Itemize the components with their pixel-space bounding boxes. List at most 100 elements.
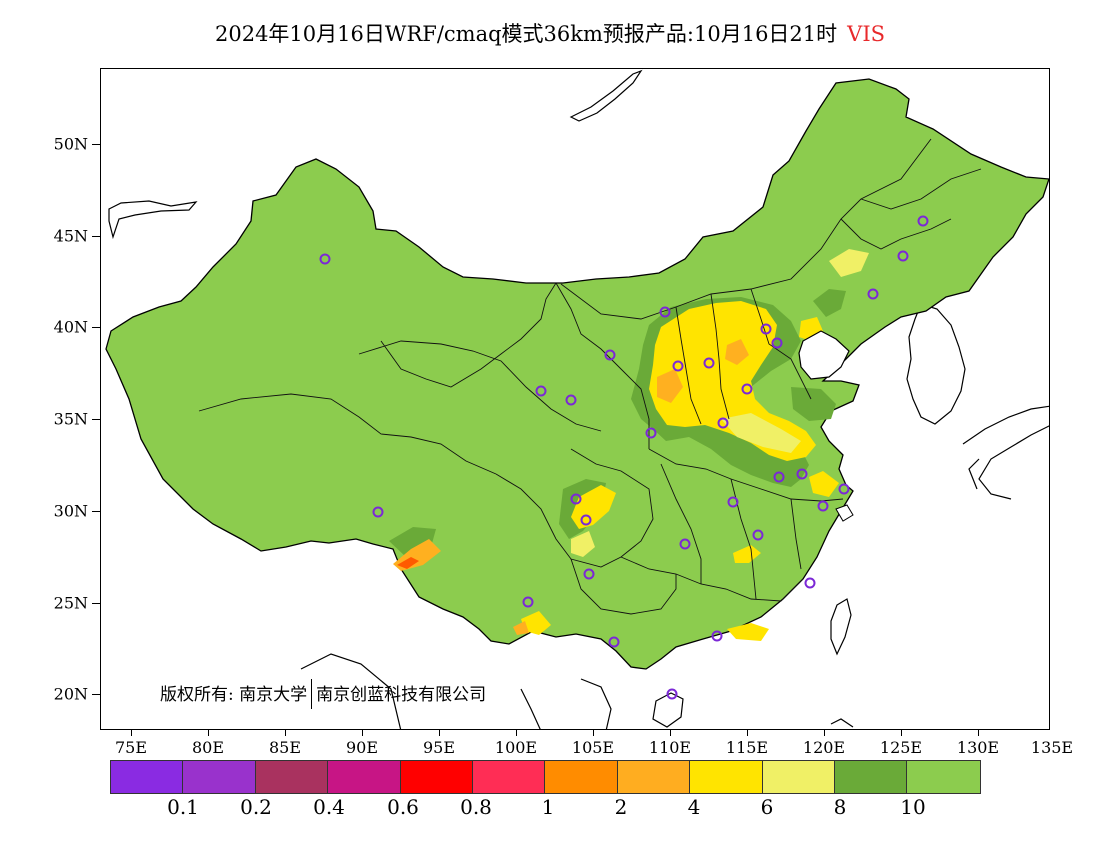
low-vis-guangxi — [521, 611, 551, 635]
lat-tick — [92, 327, 100, 328]
station-marker — [565, 394, 577, 406]
station-marker — [867, 288, 879, 300]
copyright-separator — [311, 679, 313, 709]
lon-label-125e: 125E — [879, 738, 923, 757]
fringe-vis-huaihe — [721, 413, 801, 453]
legend-label: 1 — [541, 795, 555, 819]
province-border-xinjiang — [380, 282, 557, 388]
map-title: 2024年10月16日WRF/cmaq模式36km预报产品:10月16日21时 V… — [0, 18, 1100, 48]
lon-tick — [747, 730, 748, 736]
title-variable: VIS — [847, 22, 886, 46]
lat-label-25n: 25N — [53, 593, 88, 613]
station-marker — [773, 471, 785, 483]
lon-label-100e: 100E — [494, 738, 538, 757]
station-marker — [703, 357, 715, 369]
japan-coast-outline — [962, 405, 1049, 500]
copyright-org-university: 南京大学 — [239, 685, 308, 705]
china-land-region — [105, 78, 1049, 670]
legend-label: 0.8 — [460, 795, 492, 819]
low-vis-guangdong — [727, 623, 769, 641]
station-marker — [570, 493, 582, 505]
bohai-sea — [798, 330, 850, 380]
lon-tick — [824, 730, 825, 736]
station-marker — [583, 568, 595, 580]
moderate-vis-shandong — [791, 387, 836, 421]
province-border-northeast — [840, 168, 982, 250]
station-marker — [679, 538, 691, 550]
lat-tick — [92, 236, 100, 237]
lat-tick — [92, 694, 100, 695]
legend-swatch — [328, 761, 401, 793]
station-marker — [319, 253, 331, 265]
indochina-coast-outline — [300, 653, 612, 729]
lat-tick — [92, 144, 100, 145]
station-marker — [804, 577, 816, 589]
legend-swatch — [183, 761, 256, 793]
lon-label-135e: 135E — [1030, 738, 1074, 757]
baikal-coast-outline — [569, 69, 643, 122]
province-border-central — [648, 448, 844, 502]
color-legend — [110, 760, 981, 794]
station-marker — [817, 500, 829, 512]
legend-label: 10 — [900, 795, 926, 819]
legend-label: 0.4 — [313, 795, 345, 819]
lon-label-130e: 130E — [956, 738, 1000, 757]
station-marker — [796, 468, 808, 480]
poor-vis-guangxi — [513, 621, 529, 635]
lat-label-45n: 45N — [53, 226, 88, 246]
legend-label: 0.1 — [167, 795, 199, 819]
low-vis-hunan — [733, 545, 761, 563]
japan-south-outline — [830, 718, 854, 728]
lon-label-120e: 120E — [802, 738, 846, 757]
station-marker — [535, 385, 547, 397]
lat-tick — [92, 419, 100, 420]
legend-swatch — [472, 761, 546, 793]
kazakhstan-lake-outline — [108, 200, 198, 240]
legend-swatch — [545, 761, 618, 793]
province-border-south — [620, 556, 804, 602]
lon-tick — [593, 730, 594, 736]
station-marker — [917, 215, 929, 227]
very-poor-vis-tibet-border — [397, 557, 419, 569]
lon-tick — [901, 730, 902, 736]
station-marker — [666, 688, 678, 700]
station-marker — [604, 349, 616, 361]
lon-tick — [516, 730, 517, 736]
lon-tick — [285, 730, 286, 736]
station-marker — [727, 496, 739, 508]
station-marker — [838, 483, 850, 495]
fringe-vis-yunnan — [571, 531, 595, 557]
title-main: 2024年10月16日WRF/cmaq模式36km预报产品:10月16日21时 — [214, 22, 838, 46]
hainan-island-outline — [652, 692, 684, 728]
legend-swatch — [255, 761, 329, 793]
station-marker — [645, 427, 657, 439]
province-border-inner-mongolia — [560, 138, 932, 320]
station-marker — [897, 250, 909, 262]
taiwan-island-outline — [830, 598, 852, 656]
lon-tick — [208, 730, 209, 736]
lon-label-85e: 85E — [268, 738, 302, 757]
legend-swatch — [834, 761, 908, 793]
low-vis-north-china-plain — [649, 301, 816, 461]
korea-coast-outline — [906, 303, 966, 425]
lon-tick — [670, 730, 671, 736]
lat-label-30n: 30N — [53, 501, 88, 521]
lon-label-80e: 80E — [191, 738, 225, 757]
lon-tick — [362, 730, 363, 736]
station-marker — [717, 417, 729, 429]
lon-tick — [131, 730, 132, 736]
province-border-tibet — [198, 393, 497, 475]
poor-vis-hebei-south — [725, 339, 749, 365]
lat-label-35n: 35N — [53, 409, 88, 429]
station-marker — [522, 596, 534, 608]
legend-swatch — [907, 761, 980, 793]
lon-label-110e: 110E — [648, 738, 692, 757]
legend-swatch — [762, 761, 835, 793]
legend-label: 6 — [760, 795, 774, 819]
fringe-vis-liaoning — [829, 249, 869, 277]
lon-label-90e: 90E — [345, 738, 379, 757]
legend-label: 0.6 — [387, 795, 419, 819]
lon-tick — [439, 730, 440, 736]
low-vis-yangtze-delta — [809, 471, 839, 497]
legend-label: 2 — [614, 795, 628, 819]
